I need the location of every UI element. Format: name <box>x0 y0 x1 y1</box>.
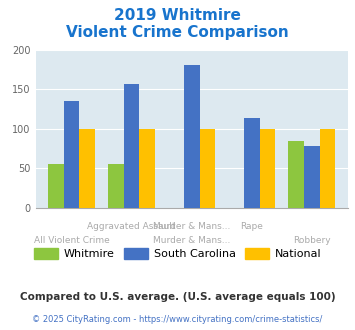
Bar <box>260 129 275 208</box>
Text: Murder & Mans...: Murder & Mans... <box>153 236 230 245</box>
Bar <box>200 129 215 208</box>
Text: © 2025 CityRating.com - https://www.cityrating.com/crime-statistics/: © 2025 CityRating.com - https://www.city… <box>32 315 323 324</box>
Bar <box>48 164 64 208</box>
Bar <box>124 84 140 208</box>
Bar <box>304 146 320 208</box>
Bar <box>140 129 155 208</box>
Text: Violent Crime Comparison: Violent Crime Comparison <box>66 25 289 40</box>
Text: Murder & Mans...: Murder & Mans... <box>153 222 230 231</box>
Bar <box>244 118 260 208</box>
Bar <box>288 141 304 208</box>
Text: Rape: Rape <box>240 222 263 231</box>
Bar <box>320 129 335 208</box>
Text: All Violent Crime: All Violent Crime <box>34 236 109 245</box>
Text: Robbery: Robbery <box>293 236 331 245</box>
Text: 2019 Whitmire: 2019 Whitmire <box>114 8 241 23</box>
Bar <box>184 65 200 208</box>
Text: Aggravated Assault: Aggravated Assault <box>87 222 176 231</box>
Bar <box>80 129 95 208</box>
Bar <box>64 101 80 208</box>
Text: Compared to U.S. average. (U.S. average equals 100): Compared to U.S. average. (U.S. average … <box>20 292 335 302</box>
Legend: Whitmire, South Carolina, National: Whitmire, South Carolina, National <box>29 244 326 263</box>
Bar <box>108 164 124 208</box>
